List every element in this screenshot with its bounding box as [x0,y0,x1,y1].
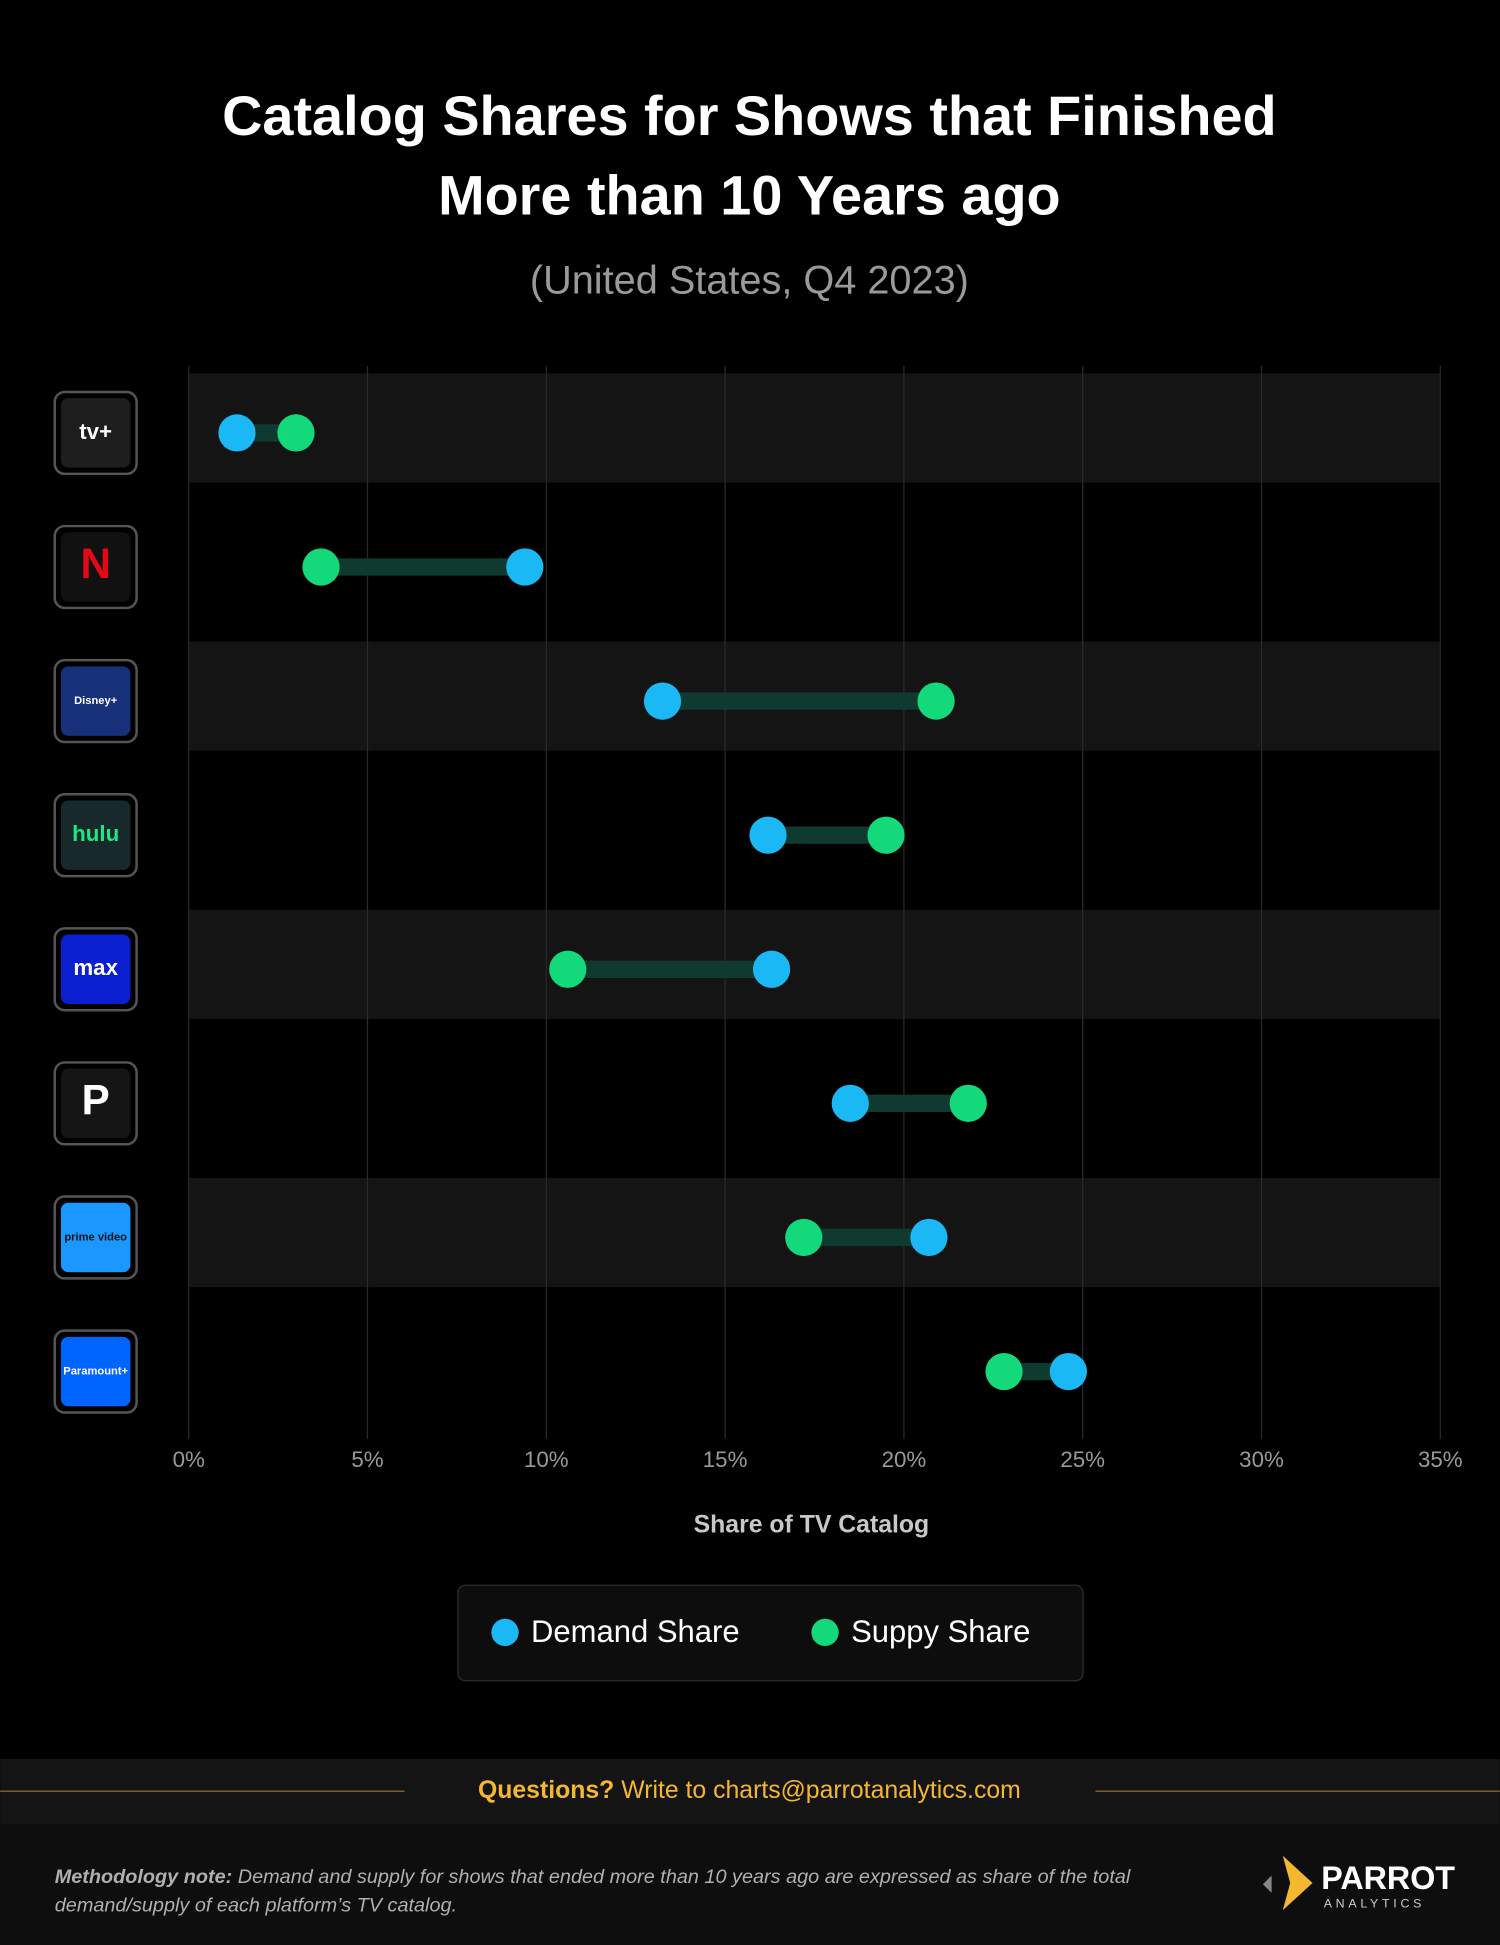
x-tick-label: 15% [703,1447,748,1472]
question-text: Write to charts@parrotanalytics.com [621,1777,1021,1804]
supply-dot [302,548,340,586]
supply-dot [985,1352,1023,1391]
logo [60,800,131,870]
demand-dot [752,950,791,988]
brand-arrow [1262,1875,1272,1893]
footer-note-band [0,1824,1500,1945]
category-label: N [80,540,110,587]
supply-dot [867,816,905,854]
methodology-note: Methodology note: Demand and supply for … [55,1863,1233,1920]
note-box: Methodology note: Demand and supply for … [55,1863,1233,1920]
logo [60,1336,131,1407]
demand-dot [643,682,682,720]
x-tick-label: 5% [351,1447,383,1472]
legend-label: Demand Share [531,1614,740,1649]
demand-dot [218,414,256,452]
x-tick-label: 0% [173,1447,205,1472]
title-box: Catalog Shares for Shows that Finished M… [222,84,1277,227]
chart-subtitle: (United States, Q4 2023) [530,258,969,302]
x-axis-title: Share of TV Catalog [694,1511,930,1538]
supply-dot [549,950,587,988]
x-tick-label: 25% [1060,1447,1105,1472]
x-tick-label: 35% [1418,1447,1463,1472]
legend-label: Suppy Share [851,1614,1030,1649]
supply-dot [785,1218,823,1257]
logo [60,1068,131,1139]
category-label: P [82,1077,110,1124]
note-text: Demand and supply for shows that ended m… [54,1866,1131,1917]
category-label: max [73,955,118,980]
logo [60,398,131,468]
x-tick-label: 10% [524,1447,569,1472]
brand-sub: ANALYTICS [1324,1896,1425,1910]
category-label: hulu [72,821,119,846]
demand-dot [506,548,544,586]
x-tick-label: 20% [882,1447,927,1472]
logo [60,934,131,1005]
row-band [188,909,1441,1019]
logo [60,1202,131,1273]
x-tick-label: 30% [1239,1447,1284,1472]
category-label: Disney+ [74,695,118,707]
legend-swatch [491,1618,519,1647]
demand-dot [910,1218,948,1257]
logo [60,532,131,602]
question-label: Questions? [478,1777,614,1804]
category-label: tv+ [79,419,112,444]
category-label: Paramount+ [63,1366,128,1378]
demand-dot [1049,1352,1088,1391]
chart-title: Catalog Shares for Shows that Finished M… [222,84,1277,227]
category-label: prime video [64,1231,127,1243]
demand-dot [749,816,787,854]
legend-box [457,1584,1084,1682]
footer-question: Questions? Write to charts@parrotanalyti… [478,1777,1021,1804]
supply-dot [949,1084,987,1122]
brand-name: PARROT [1321,1860,1455,1896]
row-band [188,373,1441,483]
demand-dot [831,1084,869,1122]
supply-dot [917,682,955,720]
supply-dot [277,414,315,452]
logo [60,666,131,736]
brand-logo [1282,1855,1313,1911]
legend-swatch [811,1618,839,1647]
note-label: Methodology note: [54,1866,233,1888]
